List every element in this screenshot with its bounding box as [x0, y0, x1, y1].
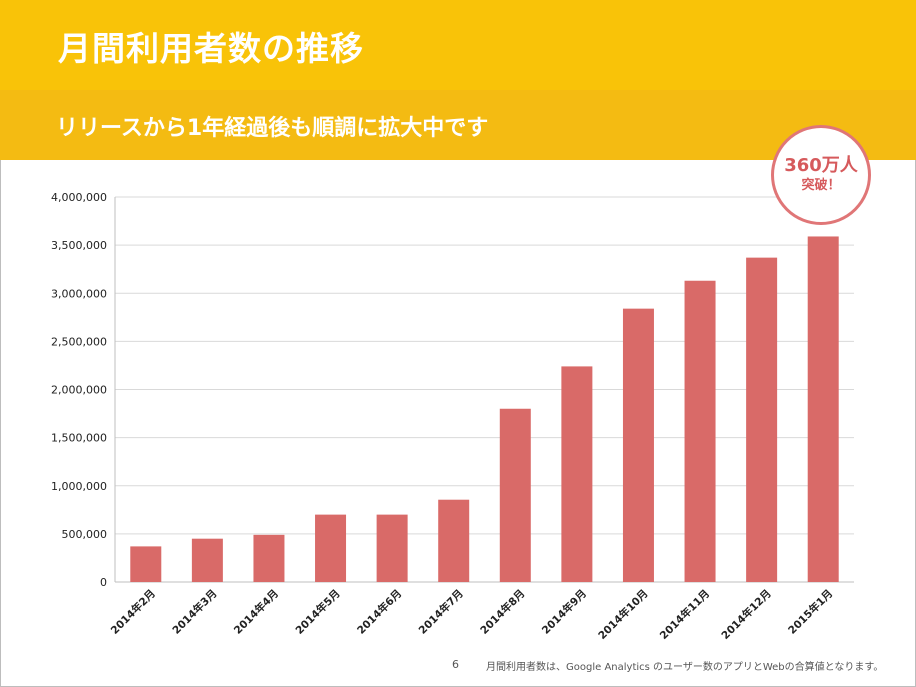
slide-title: 月間利用者数の推移 — [58, 29, 364, 68]
x-tick-label: 2015年1月 — [785, 587, 835, 637]
y-tick-label: 3,500,000 — [51, 239, 107, 252]
bar — [253, 534, 285, 582]
bar — [684, 280, 716, 582]
x-tick-label: 2014年12月 — [719, 587, 774, 642]
badge-line-1: 360万人 — [784, 155, 858, 176]
subtitle-band — [0, 90, 916, 160]
bar — [438, 499, 470, 582]
x-tick-label: 2014年8月 — [478, 587, 528, 637]
y-tick-label: 0 — [100, 576, 107, 589]
x-tick-label: 2014年4月 — [231, 587, 281, 637]
bar — [499, 408, 531, 582]
x-tick-label: 2014年3月 — [170, 587, 220, 637]
y-tick-label: 2,500,000 — [51, 335, 107, 348]
y-tick-label: 4,000,000 — [51, 191, 107, 204]
badge-line-2: 突破！ — [801, 178, 841, 193]
x-tick-label: 2014年7月 — [416, 587, 466, 637]
bar — [315, 514, 347, 582]
x-tick-label: 2014年11月 — [657, 587, 712, 642]
y-tick-label: 2,000,000 — [51, 384, 107, 397]
x-tick-label: 2014年6月 — [354, 587, 404, 637]
page-number: 6 — [452, 658, 459, 671]
title-band — [0, 0, 916, 90]
y-tick-label: 3,000,000 — [51, 287, 107, 300]
x-tick-label: 2014年2月 — [108, 587, 158, 637]
bar — [561, 366, 593, 582]
bar — [807, 236, 839, 582]
bar — [746, 257, 778, 582]
x-tick-label: 2014年5月 — [293, 587, 343, 637]
bar — [130, 546, 162, 582]
y-tick-label: 1,500,000 — [51, 432, 107, 445]
y-tick-label: 500,000 — [62, 528, 108, 541]
footnote: 月間利用者数は、Google Analytics のユーザー数のアプリとWebの… — [486, 662, 884, 673]
x-tick-label: 2014年9月 — [539, 587, 589, 637]
slide-subtitle: リリースから1年経過後も順調に拡大中です — [56, 116, 489, 141]
bar — [622, 308, 654, 582]
x-tick-label: 2014年10月 — [596, 587, 651, 642]
bar — [191, 538, 223, 582]
bar — [376, 514, 408, 582]
milestone-badge: 360万人 突破！ — [771, 125, 871, 225]
y-tick-label: 1,000,000 — [51, 480, 107, 493]
